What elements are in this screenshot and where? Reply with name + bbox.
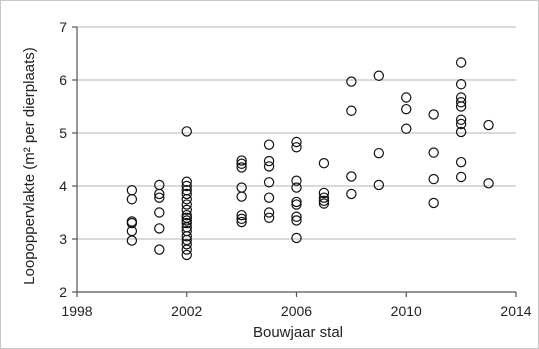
y-tick-label: 4	[59, 178, 67, 194]
data-point	[236, 191, 247, 202]
data-point	[236, 182, 247, 193]
data-point	[154, 188, 165, 200]
data-point	[181, 176, 192, 187]
data-point	[455, 118, 467, 130]
data-point	[154, 207, 165, 218]
data-point	[181, 244, 192, 255]
x-axis-title: Bouwjaar stal	[253, 324, 343, 341]
data-point	[318, 195, 330, 207]
data-point	[428, 197, 439, 209]
data-point	[126, 235, 138, 246]
data-point	[291, 211, 302, 222]
data-point	[181, 215, 192, 226]
y-tick-label: 3	[59, 231, 67, 247]
data-point	[181, 209, 192, 221]
x-tick-label: 2002	[171, 303, 202, 319]
data-point	[291, 182, 302, 193]
data-point	[291, 215, 302, 226]
data-point	[455, 97, 467, 108]
data-point	[263, 177, 275, 188]
data-point	[455, 79, 467, 90]
y-tick-labels: 2 3 4 5 6 7	[59, 19, 67, 300]
data-point	[181, 126, 192, 137]
data-point	[401, 103, 412, 115]
data-point	[154, 179, 165, 191]
data-point	[455, 156, 467, 168]
data-point	[236, 213, 247, 225]
data-point	[291, 196, 302, 208]
data-point	[263, 212, 275, 223]
data-point	[236, 158, 247, 169]
data-point	[181, 194, 192, 205]
y-axis-title: Loopoppervlakte (m² per dierplaats)	[21, 47, 38, 285]
axes	[72, 26, 517, 297]
data-point	[263, 207, 275, 218]
data-point	[263, 192, 275, 203]
data-point	[428, 173, 439, 185]
data-point	[373, 70, 385, 81]
data-point	[346, 76, 357, 87]
data-point	[455, 114, 467, 125]
data-point	[236, 209, 247, 221]
data-point	[181, 180, 192, 192]
data-point	[401, 92, 412, 103]
x-tick-labels: 1998 2002 2006 2010 2014	[61, 303, 531, 319]
data-point	[291, 142, 302, 153]
data-point	[455, 171, 467, 183]
y-tick-label: 7	[59, 19, 67, 35]
data-point	[318, 158, 330, 169]
data-point	[126, 194, 138, 205]
data-point	[181, 217, 192, 229]
data-point	[346, 188, 357, 200]
gridlines	[77, 26, 516, 240]
data-point	[154, 223, 165, 234]
x-tick-label: 2010	[391, 303, 422, 319]
data-point	[181, 188, 192, 200]
data-point	[373, 179, 385, 191]
data-point	[428, 109, 439, 120]
data-point	[154, 192, 165, 203]
data-point	[181, 204, 192, 216]
data-point	[455, 126, 467, 138]
data-point	[181, 231, 192, 242]
y-tick-label: 6	[59, 72, 67, 88]
data-point	[154, 244, 165, 255]
data-point	[181, 249, 192, 261]
data-point	[318, 187, 330, 199]
data-point	[455, 101, 467, 112]
data-point	[318, 192, 330, 203]
data-point	[291, 199, 302, 210]
data-point	[263, 161, 275, 172]
y-tick-label: 2	[59, 284, 67, 300]
data-point	[291, 232, 302, 244]
data-point	[236, 155, 247, 166]
data-point	[181, 199, 192, 210]
x-tick-label: 2006	[281, 303, 312, 319]
data-point	[236, 216, 247, 228]
data-point	[181, 239, 192, 250]
data-point	[373, 147, 385, 159]
x-tick-label: 1998	[61, 303, 92, 319]
data-point	[483, 119, 494, 131]
data-point	[263, 155, 275, 167]
data-point	[291, 175, 302, 186]
data-point	[236, 162, 247, 173]
data-point	[126, 185, 138, 196]
data-point	[346, 105, 357, 116]
data-point	[318, 198, 330, 209]
data-point	[126, 217, 138, 229]
x-tick-label: 2014	[500, 303, 531, 319]
data-point	[483, 178, 494, 189]
data-point	[455, 57, 467, 68]
data-point	[346, 171, 357, 182]
y-tick-label: 5	[59, 125, 67, 141]
data-points	[126, 57, 494, 261]
data-point	[428, 147, 439, 158]
data-point	[291, 136, 302, 148]
data-point	[263, 139, 275, 150]
data-point	[401, 123, 412, 134]
